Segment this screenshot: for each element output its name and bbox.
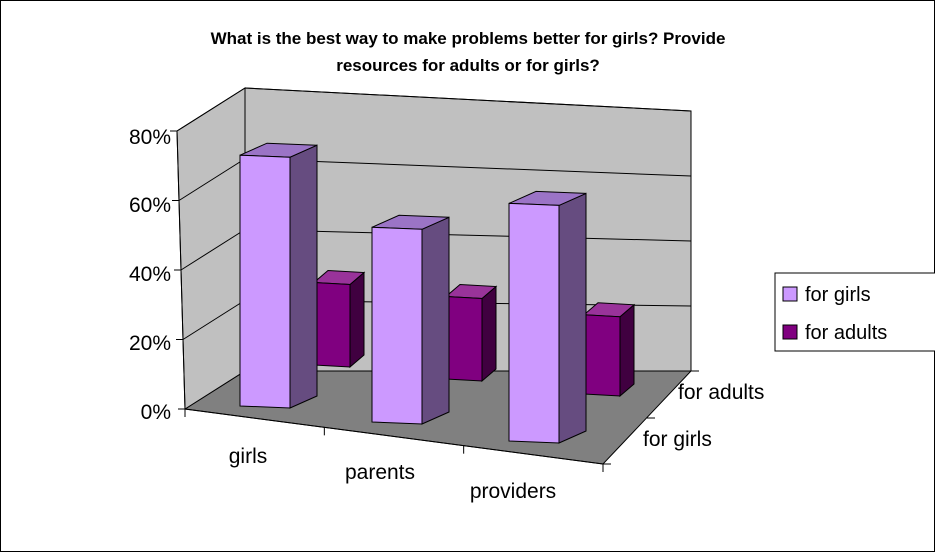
for-adults-bar-front-girls — [313, 281, 351, 368]
for-adults-bar-girls — [312, 269, 366, 369]
for-girls-bar-girls — [239, 142, 318, 409]
y-tick-label-3: 60% — [129, 194, 171, 217]
depth-label-for-adults: for adults — [678, 381, 764, 404]
y-tick-label-0: 0% — [141, 401, 171, 424]
gridline-back-4 — [244, 87, 692, 112]
gridline-back-2 — [244, 229, 692, 242]
category-label-providers: providers — [470, 480, 556, 503]
for-girls-bar-side-parents — [421, 216, 450, 425]
y-tick-label-2: 40% — [129, 263, 171, 286]
side-wall — [176, 87, 246, 410]
axes — [170, 130, 699, 472]
y-tick-label-1: 20% — [129, 332, 171, 355]
gridline-side-4 — [176, 87, 246, 132]
bars — [239, 142, 636, 444]
for-girls-bar-front-parents — [371, 226, 423, 425]
legend-swatch-for-girls — [782, 286, 798, 302]
legend-label-for-adults: for adults — [805, 322, 887, 344]
category-label-parents: parents — [345, 461, 415, 484]
for-girls-bar-parents — [371, 214, 450, 425]
gridline-side-3 — [178, 158, 246, 201]
gridline-back-3 — [244, 158, 692, 177]
for-adults-bar-side-girls — [349, 271, 365, 369]
gridline-side-2 — [180, 229, 246, 271]
legend-swatch-for-adults — [782, 324, 798, 340]
for-girls-bar-front-girls — [239, 154, 291, 409]
category-label-girls: girls — [229, 445, 268, 468]
depth-label-for-girls: for girls — [643, 428, 712, 451]
legend: for girls for adults — [774, 272, 935, 352]
y-axis-line — [176, 130, 186, 410]
gridline-side-1 — [182, 299, 246, 340]
chart-title-line-2: resources for adults or for girls? — [336, 56, 600, 75]
legend-box — [774, 272, 935, 352]
chart-title-line-1: What is the best way to make problems be… — [211, 29, 726, 48]
y-tick-label-4: 80% — [129, 126, 171, 149]
for-adults-bar-front-providers — [583, 314, 621, 397]
for-adults-bar-parents — [444, 283, 498, 383]
legend-label-for-girls: for girls — [805, 284, 871, 306]
for-girls-bar-providers — [508, 190, 587, 444]
for-adults-bar-side-parents — [481, 285, 497, 383]
for-adults-bar-providers — [582, 302, 636, 398]
x-axis-line — [184, 408, 604, 465]
for-girls-bar-side-providers — [558, 192, 587, 444]
for-adults-bar-front-parents — [445, 295, 483, 382]
for-girls-bar-side-girls — [289, 144, 318, 409]
for-girls-bar-front-providers — [508, 202, 560, 444]
for-adults-bar-side-providers — [619, 303, 635, 398]
